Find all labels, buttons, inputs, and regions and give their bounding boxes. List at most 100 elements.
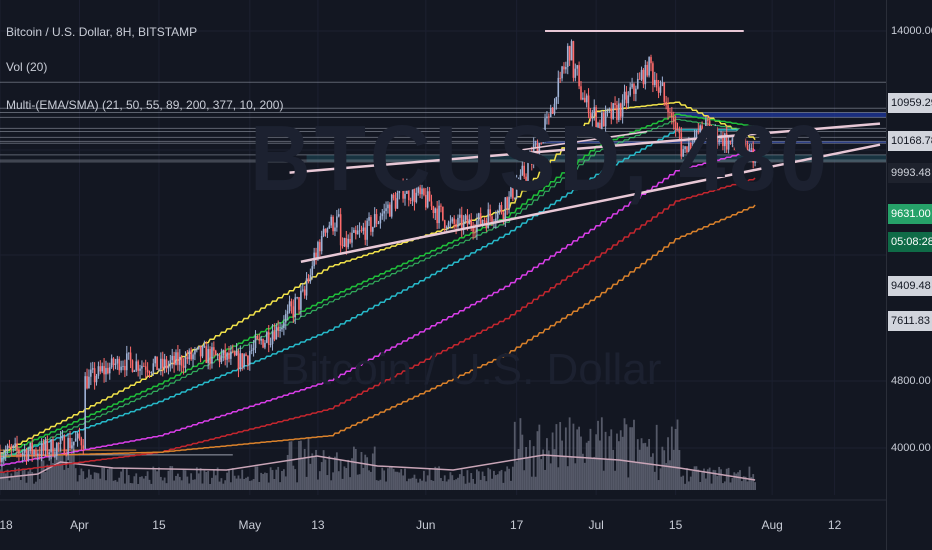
- legend-symbol[interactable]: Bitcoin / U.S. Dollar, 8H, BITSTAMP: [6, 25, 198, 39]
- candle: [139, 364, 141, 380]
- volume-bar: [360, 451, 363, 490]
- candle-body: [661, 82, 664, 87]
- trendline-upper: [289, 122, 881, 174]
- candle-body: [235, 350, 238, 356]
- volume-bar: [311, 453, 314, 490]
- candle: [640, 66, 643, 82]
- ma-line-ema-89: [0, 129, 756, 459]
- candle: [691, 139, 694, 157]
- candle: [621, 94, 624, 124]
- candle: [269, 337, 272, 348]
- candle: [250, 344, 253, 355]
- candle: [544, 113, 546, 143]
- volume-bar: [390, 466, 393, 490]
- candle: [228, 346, 230, 363]
- candle: [748, 143, 751, 160]
- candle: [580, 81, 582, 101]
- candle-body: [400, 186, 403, 189]
- volume-bar: [125, 468, 128, 490]
- candle: [684, 145, 686, 154]
- volume-bar: [608, 436, 611, 490]
- candle-body: [680, 133, 683, 157]
- candle: [146, 362, 149, 377]
- candle-body: [283, 322, 285, 328]
- candle-body: [343, 238, 346, 247]
- candle-body: [169, 360, 172, 366]
- candle: [657, 79, 660, 99]
- volume-bar: [587, 440, 590, 490]
- candle-body: [133, 370, 136, 372]
- volume-bar: [413, 474, 416, 490]
- candle: [667, 97, 669, 120]
- candle-body: [557, 77, 560, 98]
- candle: [239, 345, 242, 372]
- volume-bar: [243, 479, 246, 490]
- candle: [286, 304, 289, 321]
- volume-bar: [112, 480, 115, 490]
- volume-bar: [101, 467, 104, 490]
- trend-lines: [289, 122, 881, 263]
- candle-body: [546, 116, 548, 119]
- volume-bar: [612, 449, 615, 490]
- candle-body: [375, 214, 378, 224]
- candle: [42, 439, 45, 456]
- candle: [502, 211, 505, 225]
- volume-bar: [373, 446, 376, 490]
- volume-bar: [716, 475, 719, 490]
- candle-body: [258, 339, 261, 341]
- candle: [583, 90, 586, 103]
- candle-body: [203, 346, 206, 348]
- volume-bar: [415, 478, 418, 490]
- candle: [180, 354, 183, 373]
- legend-ma[interactable]: Multi-(EMA/SMA) (21, 50, 55, 89, 200, 37…: [6, 98, 284, 112]
- candle-body: [449, 221, 452, 223]
- candle-body: [686, 146, 688, 153]
- volume-bar: [405, 481, 408, 490]
- candle-body: [61, 436, 64, 439]
- candle: [653, 71, 656, 88]
- candle-body: [57, 443, 60, 445]
- volume-bar: [231, 468, 234, 490]
- candle-body: [568, 46, 571, 61]
- candle: [443, 219, 446, 233]
- price-scale[interactable]: [886, 0, 932, 550]
- volume-bar: [184, 470, 187, 490]
- volume-bar: [597, 420, 599, 490]
- candle-body: [199, 346, 202, 357]
- ma-line-ema-377: [0, 177, 756, 473]
- candle: [351, 227, 353, 248]
- candle-body: [345, 238, 348, 248]
- volume-bar: [746, 481, 749, 490]
- candle-body: [23, 450, 26, 453]
- legend-volume[interactable]: Vol (20): [6, 60, 48, 74]
- candle-body: [748, 149, 751, 157]
- candle: [326, 227, 329, 238]
- candle: [404, 189, 406, 206]
- volume-bar: [375, 480, 378, 490]
- volume-bar: [432, 480, 435, 490]
- volume-bar: [578, 426, 580, 490]
- volume-bar: [118, 477, 121, 490]
- volume-bar: [566, 466, 569, 490]
- candle-body: [678, 129, 681, 134]
- candle: [400, 185, 403, 191]
- volume-bar: [644, 442, 647, 490]
- volume-bar: [703, 468, 705, 490]
- candle: [525, 173, 527, 189]
- volume-bar: [33, 483, 35, 490]
- volume-bar: [44, 471, 47, 490]
- candle: [334, 222, 336, 237]
- candle: [237, 348, 240, 378]
- candle-body: [97, 366, 100, 376]
- candle-body: [54, 455, 56, 457]
- volume-bar: [178, 476, 181, 490]
- candle: [192, 352, 194, 367]
- candle-body: [445, 227, 448, 229]
- candle-body: [530, 154, 533, 165]
- candle-body: [305, 278, 308, 296]
- candle-body: [326, 228, 329, 233]
- volume-bar: [239, 478, 242, 490]
- volume-bar: [345, 468, 348, 490]
- candle-body: [339, 214, 342, 246]
